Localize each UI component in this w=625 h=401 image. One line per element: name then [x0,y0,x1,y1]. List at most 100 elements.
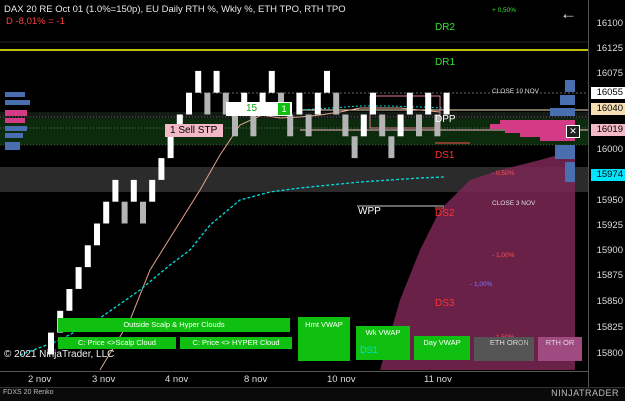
dpp-label: DPP [435,114,456,125]
renko-brick [167,136,174,159]
cyan-vwap-line [19,176,445,356]
renko-brick [305,114,312,137]
pct-minus-100-a: - 1,00% [492,252,515,259]
y-tick: 15950 [596,195,623,206]
x-tick: 11 nov [424,374,452,385]
close-3-nov-label: CLOSE 3 NOV [492,200,536,207]
y-tick: 15875 [596,270,623,281]
footer-bar: FDXS 20 Renko NINJATRADER [0,387,625,401]
dr1-label: DR1 [435,57,456,68]
renko-brick [94,223,100,246]
renko-brick [342,114,349,137]
daily-delta: D -8,01% = -1 [6,16,65,27]
renko-brick [434,114,441,137]
y-tick: 16100 [596,18,623,29]
x-tick: 10 nov [327,374,356,385]
volume-profile-right [490,80,575,182]
y-tick: 15925 [596,220,623,231]
renko-brick [416,114,422,137]
renko-brick [149,179,156,202]
price-chart[interactable] [0,0,588,374]
purple-cloud [380,150,575,370]
on-label: ON [518,340,529,347]
rth-or-box: RTH OR [538,337,582,361]
peach-moving-average [99,107,441,371]
wk-vwap-box: Wk VWAP [356,326,410,360]
y-tick: 15825 [596,322,623,333]
renko-brick [296,92,303,115]
arrow-left-icon[interactable]: ← [560,4,577,23]
ds2-label: DS2 [435,208,455,219]
renko-brick [388,136,395,159]
close-order-icon[interactable]: ✕ [566,125,580,138]
price-marker-16019: 16019 [591,124,625,136]
renko-brick [204,92,211,115]
wpp-label: WPP [358,206,381,217]
eth-or-box: ETH OR [474,337,534,361]
volume-profile-left [5,92,30,150]
renko-brick [351,136,358,159]
ds3-label: DS3 [435,298,455,309]
y-tick: 16000 [596,144,623,155]
sell-stop-order[interactable]: 1 Sell STP [165,124,223,137]
order-quantity-box[interactable]: 15 1 [226,102,292,116]
dr2-label: DR2 [435,22,456,33]
renko-brick [121,201,128,224]
x-tick: 8 nov [244,374,268,385]
day-vwap-box: Day VWAP [414,336,470,360]
renko-brick [130,179,137,202]
chart-title: DAX 20 RE Oct 01 (1.0%=150p), EU Daily R… [4,4,346,15]
renko-brick [66,289,73,311]
upper-dark-zone [0,112,588,119]
pct-minus-100-b: - 1,00% [470,281,493,288]
ds1-partial-label: DS1 [360,345,378,355]
price-marker-16055: 16055 [591,87,625,99]
y-tick: 15850 [596,296,623,307]
y-tick: 15800 [596,348,623,359]
pct-minus-050: - 0,50% [492,170,515,177]
renko-brick [268,70,275,93]
price-axis[interactable]: 16125 16100 16075 16055 16040 16019 1600… [588,0,625,390]
brand-logo: NINJATRADER [551,388,619,398]
x-tick: 2 nov [28,374,52,385]
outside-clouds-box: Outside Scalp & Hyper Clouds [58,318,290,332]
renko-brick [103,201,110,224]
price-marker-15974: 15974 [591,169,625,181]
cyan-vwap-upper [299,105,445,111]
renko-brick [250,114,257,137]
y-tick: 16075 [596,68,623,79]
renko-brick [186,92,192,115]
renko-brick [158,158,165,180]
renko-brick [443,92,450,115]
renko-brick [425,92,432,115]
renko-brick [112,179,119,202]
price-marker-16040: 16040 [591,103,625,115]
pct-plus-050: + 0,50% [492,7,517,14]
y-tick: 16125 [596,43,623,54]
renko-brick [314,92,321,115]
renko-brick [397,114,404,137]
order-count: 1 [278,103,290,115]
renko-brick [333,92,340,115]
time-axis[interactable]: 2 nov 3 nov 4 nov 8 nov 10 nov 11 nov [0,371,588,388]
close-10-nov-label: CLOSE 10 NOV [492,88,539,95]
renko-brick [140,201,146,224]
price-hyper-box: C: Price <> HYPER Cloud [180,337,292,349]
renko-brick [84,245,91,268]
renko-brick [324,70,330,93]
order-quantity: 15 [246,103,258,114]
instrument-label: FDXS 20 Renko [3,389,54,396]
x-tick: 4 nov [165,374,189,385]
ds1-label: DS1 [435,150,455,161]
renko-brick [195,70,202,93]
renko-brick [287,114,294,137]
renko-brick [75,267,82,289]
renko-bricks [48,70,450,355]
renko-brick [370,92,376,115]
renko-brick [232,114,238,137]
y-tick: 15900 [596,245,623,256]
renko-brick [213,70,220,93]
renko-brick [222,92,229,115]
renko-brick [360,114,367,137]
copyright: © 2021 NinjaTrader, LLC [4,349,115,360]
